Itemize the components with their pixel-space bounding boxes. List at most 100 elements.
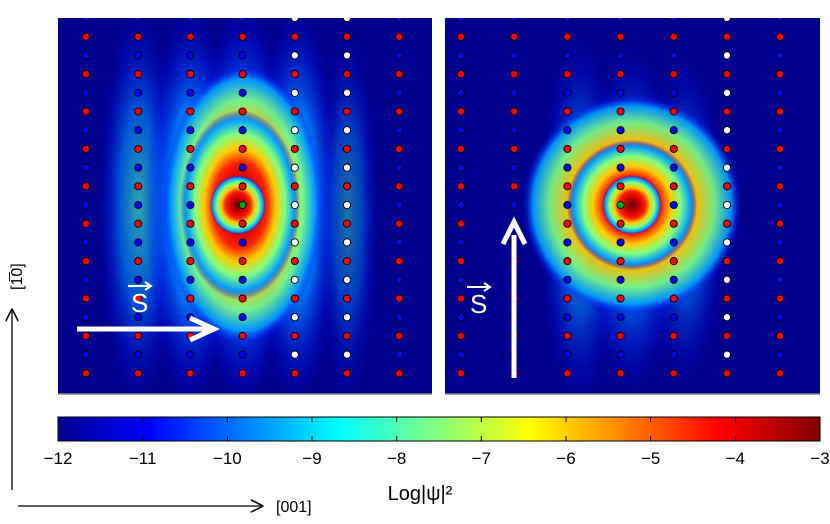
colorbar-tick-label: −10 <box>213 449 242 468</box>
lattice-atom <box>456 107 466 116</box>
lattice-atom <box>669 88 678 97</box>
lattice-atom <box>186 70 195 79</box>
colorbar-tick-label: −12 <box>44 449 73 468</box>
right-spin-arrow <box>500 216 528 378</box>
lattice-atom <box>456 257 466 266</box>
colorbar-ticks: −12 −11 −10 −9 −8 −7 −6 −5 −4 −3 <box>44 417 830 468</box>
lattice-atom <box>186 88 195 97</box>
lattice-atom <box>186 219 195 228</box>
colorbar-tick-label: −11 <box>129 449 157 468</box>
lattice-atom <box>342 88 352 97</box>
lattice-atom <box>134 369 143 378</box>
lattice-atom <box>238 144 247 153</box>
lattice-atom <box>134 219 143 228</box>
density-blob <box>210 175 266 235</box>
lattice-atom <box>776 107 785 116</box>
lattice-atom <box>81 369 91 378</box>
lattice-atom <box>342 126 352 135</box>
lattice-atom <box>134 88 143 97</box>
lattice-atom <box>510 18 519 23</box>
right-density-map <box>522 40 742 394</box>
lattice-atom <box>342 294 352 303</box>
lattice-atom <box>81 18 91 23</box>
lattice-atom <box>776 126 785 135</box>
lattice-atom <box>395 350 404 359</box>
lattice-atom <box>134 294 143 303</box>
lattice-atom <box>290 70 299 79</box>
lattice-atom <box>342 163 352 172</box>
lattice-atom <box>669 275 678 284</box>
lattice-atom <box>776 88 785 97</box>
lattice-atom <box>776 182 785 191</box>
lattice-atom <box>395 32 404 41</box>
lattice-atom <box>238 32 247 41</box>
lattice-atom <box>456 70 466 79</box>
left-panel <box>58 18 432 394</box>
lattice-atom <box>290 275 299 284</box>
left-atom-lattice <box>81 18 404 378</box>
lattice-atom <box>616 107 625 116</box>
lattice-atom <box>456 238 466 247</box>
lattice-atom <box>186 144 195 153</box>
lattice-atom <box>342 331 352 340</box>
lattice-atom <box>134 275 143 284</box>
lattice-atom <box>616 70 625 79</box>
lattice-atom <box>616 350 625 359</box>
lattice-atom <box>563 182 572 191</box>
lattice-atom <box>563 107 572 116</box>
lattice-atom <box>81 200 91 210</box>
lattice-atom <box>616 219 625 228</box>
lattice-atom <box>510 163 519 172</box>
lattice-atom <box>134 70 143 79</box>
lattice-atom <box>510 32 519 41</box>
lattice-atom <box>238 182 247 191</box>
lattice-atom <box>616 18 625 23</box>
lattice-atom <box>342 70 352 79</box>
lattice-atom <box>238 275 247 284</box>
lattice-atom <box>290 219 299 228</box>
lattice-atom <box>395 275 404 284</box>
lattice-atom <box>669 200 678 210</box>
lattice-atom <box>616 275 625 284</box>
lattice-atom <box>186 51 195 60</box>
lattice-atom <box>563 70 572 79</box>
lattice-atom <box>722 88 732 97</box>
lattice-atom <box>510 126 519 135</box>
lattice-atom <box>563 238 572 247</box>
lattice-atom <box>722 70 732 79</box>
lattice-atom <box>776 238 785 247</box>
lattice-atom <box>616 51 625 60</box>
lattice-atom <box>81 350 91 359</box>
lattice-atom <box>669 238 678 247</box>
lattice-atom <box>134 126 143 135</box>
horizontal-axis-label: [001] <box>276 499 312 516</box>
lattice-atom <box>134 257 143 266</box>
lattice-atom <box>395 313 404 322</box>
lattice-atom <box>669 18 678 23</box>
lattice-atom <box>81 107 91 116</box>
lattice-atom <box>238 219 247 228</box>
lattice-atom <box>722 144 732 153</box>
center-atom <box>616 200 625 210</box>
colorbar-tick-label: −4 <box>726 449 745 468</box>
lattice-atom <box>395 107 404 116</box>
lattice-atom <box>186 163 195 172</box>
lattice-atom <box>456 331 466 340</box>
lattice-atom <box>238 369 247 378</box>
lattice-atom <box>456 18 466 23</box>
lattice-atom <box>342 18 352 23</box>
lattice-atom <box>776 350 785 359</box>
lattice-atom <box>81 88 91 97</box>
lattice-atom <box>510 51 519 60</box>
lattice-atom <box>81 144 91 153</box>
lattice-atom <box>669 257 678 266</box>
lattice-atom <box>456 350 466 359</box>
lattice-atom <box>616 182 625 191</box>
lattice-atom <box>776 369 785 378</box>
lattice-atom <box>722 331 732 340</box>
lattice-atom <box>563 294 572 303</box>
lattice-atom <box>238 257 247 266</box>
lattice-atom <box>722 163 732 172</box>
colorbar-gradient <box>57 416 821 442</box>
lattice-atom <box>563 369 572 378</box>
